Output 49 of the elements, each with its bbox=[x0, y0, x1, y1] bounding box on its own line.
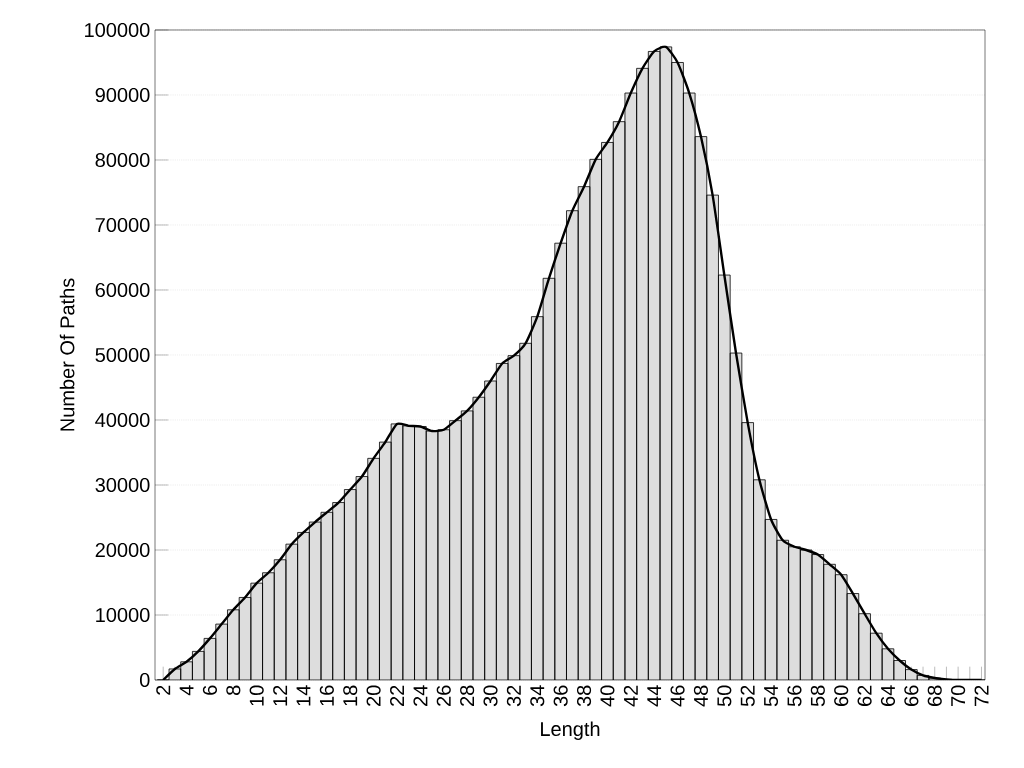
x-tick-label: 16 bbox=[319, 685, 334, 706]
x-tick-label: 36 bbox=[553, 685, 568, 707]
x-tick-label: 40 bbox=[600, 685, 615, 707]
y-tick-label: 20000 bbox=[95, 542, 150, 558]
y-axis-title: Number Of Paths bbox=[59, 278, 75, 431]
x-axis-title: Length bbox=[541, 721, 600, 741]
x-tick-label: 8 bbox=[226, 685, 241, 695]
x-tick-label: 10 bbox=[249, 685, 264, 706]
y-tick-label: 40000 bbox=[95, 412, 150, 428]
x-tick-label: 62 bbox=[857, 685, 872, 706]
x-tick-label: 52 bbox=[740, 685, 755, 707]
x-tick-label: 6 bbox=[202, 685, 218, 695]
y-tick-label: 0 bbox=[139, 672, 150, 688]
x-tick-label: 70 bbox=[951, 685, 966, 706]
y-tick-label: 60000 bbox=[95, 282, 150, 298]
x-tick-label: 54 bbox=[764, 685, 779, 707]
x-tick-label: 20 bbox=[366, 685, 381, 706]
x-tick-label: 30 bbox=[483, 685, 498, 707]
y-tick-label: 50000 bbox=[95, 347, 150, 363]
x-tick-label: 14 bbox=[296, 685, 311, 706]
y-tick-label: 80000 bbox=[95, 152, 150, 168]
x-tick-label: 18 bbox=[343, 685, 358, 706]
y-tick-label: 90000 bbox=[95, 87, 150, 103]
x-tick-label: 46 bbox=[670, 685, 685, 707]
x-tick-label: 58 bbox=[810, 685, 825, 707]
x-tick-label: 2 bbox=[156, 685, 171, 695]
x-tick-label: 26 bbox=[436, 685, 451, 706]
x-tick-label: 34 bbox=[530, 685, 545, 707]
x-tick-label: 60 bbox=[834, 685, 849, 706]
y-tick-label: 70000 bbox=[95, 217, 150, 233]
x-tick-label: 4 bbox=[179, 685, 194, 696]
x-tick-label: 72 bbox=[974, 685, 989, 706]
x-tick-label: 50 bbox=[717, 685, 732, 707]
x-tick-label: 32 bbox=[506, 685, 521, 707]
y-tick-label: 30000 bbox=[95, 477, 150, 493]
x-tick-label: 28 bbox=[460, 685, 475, 706]
y-tick-label: 100000 bbox=[85, 22, 150, 38]
x-tick-label: 24 bbox=[413, 685, 428, 706]
x-tick-label: 42 bbox=[623, 685, 638, 707]
y-tick-label: 10000 bbox=[96, 607, 150, 623]
x-tick-label: 68 bbox=[927, 685, 942, 706]
x-tick-label: 64 bbox=[880, 685, 896, 706]
x-tick-label: 44 bbox=[647, 685, 662, 707]
x-tick-label: 66 bbox=[904, 685, 919, 706]
x-tick-label: 48 bbox=[693, 685, 708, 707]
x-tick-label: 38 bbox=[576, 685, 592, 707]
x-tick-label: 12 bbox=[273, 685, 288, 706]
x-tick-label: 56 bbox=[787, 685, 802, 707]
x-tick-label: 22 bbox=[390, 685, 404, 706]
